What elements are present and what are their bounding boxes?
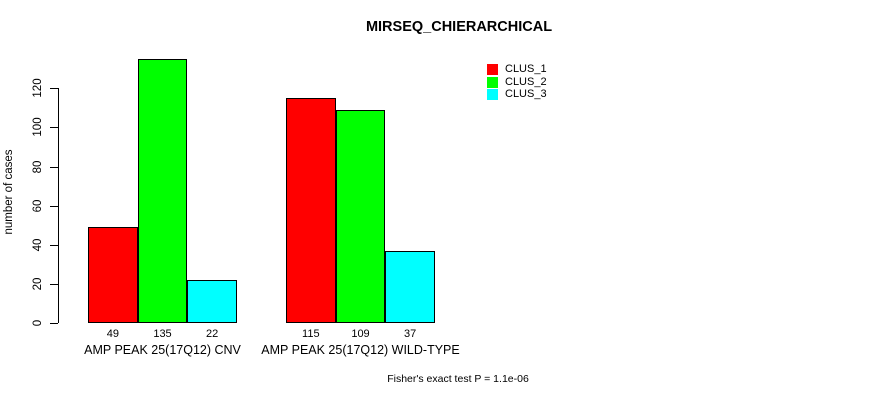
legend: CLUS_1 CLUS_2 CLUS_3 (487, 63, 547, 101)
y-tick-mark (50, 283, 58, 285)
bar-clus_1-group2 (286, 98, 336, 323)
y-tick-label: 80 (32, 160, 44, 173)
legend-label: CLUS_3 (505, 88, 547, 101)
bar-value-label: 109 (351, 328, 370, 340)
legend-item-clus_2: CLUS_2 (487, 76, 547, 89)
bar-clus_3-group2 (385, 250, 435, 323)
y-tick-mark (50, 166, 58, 168)
x-category-label: AMP PEAK 25(17Q12) WILD-TYPE (261, 343, 460, 357)
y-tick-label: 20 (32, 277, 44, 291)
bar-value-label: 37 (404, 328, 417, 340)
bar-value-label: 115 (302, 328, 320, 340)
y-tick-mark (50, 244, 58, 246)
bar-value-label: 135 (153, 328, 172, 340)
y-axis-line (58, 88, 59, 323)
legend-label: CLUS_2 (505, 75, 547, 88)
legend-item-clus_3: CLUS_3 (487, 88, 547, 101)
y-tick-label: 40 (32, 238, 44, 252)
legend-label: CLUS_1 (505, 63, 547, 75)
bar-clus_1-group1 (88, 227, 138, 323)
legend-item-clus_1: CLUS_1 (487, 63, 547, 76)
x-category-label: AMP PEAK 25(17Q12) CNV (84, 343, 241, 357)
y-axis-title: number of cases (3, 149, 15, 235)
annotation-text: Fisher's exact test P = 1.1e-06 (387, 373, 529, 385)
bar-clus_2-group1 (137, 59, 188, 323)
bar-value-label: 22 (206, 328, 219, 340)
legend-swatch-icon (487, 63, 498, 75)
bar-clus_3-group1 (187, 279, 237, 323)
y-tick-label: 0 (32, 319, 44, 327)
y-tick-mark (50, 323, 58, 324)
legend-swatch-icon (487, 89, 498, 101)
bar-value-label: 49 (106, 328, 119, 340)
bar-clus_2-group2 (335, 109, 386, 323)
y-tick-mark (50, 127, 58, 129)
legend-swatch-icon (487, 76, 498, 88)
y-tick-label: 120 (32, 78, 44, 98)
y-tick-label: 60 (32, 199, 44, 213)
y-tick-label: 100 (32, 117, 44, 138)
y-tick-mark (50, 205, 58, 207)
chart-title: MIRSEQ_CHIERARCHICAL (365, 19, 553, 35)
y-tick-mark (50, 88, 58, 90)
